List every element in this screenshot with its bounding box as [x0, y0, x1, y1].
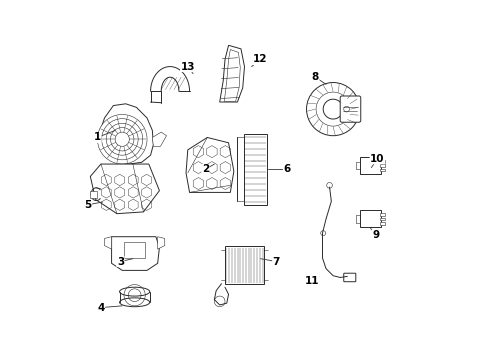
Polygon shape [185, 138, 233, 192]
FancyBboxPatch shape [343, 273, 355, 282]
FancyBboxPatch shape [380, 222, 384, 225]
Circle shape [102, 119, 142, 160]
Polygon shape [219, 45, 244, 102]
Circle shape [214, 296, 224, 307]
Polygon shape [90, 164, 159, 214]
Circle shape [106, 123, 138, 155]
Text: 12: 12 [253, 54, 267, 64]
Polygon shape [224, 50, 240, 101]
Text: 4: 4 [97, 303, 104, 312]
FancyBboxPatch shape [90, 191, 97, 198]
FancyBboxPatch shape [340, 96, 360, 122]
Polygon shape [152, 132, 166, 146]
Text: 13: 13 [180, 62, 195, 72]
Circle shape [323, 99, 343, 119]
Polygon shape [157, 237, 164, 249]
Polygon shape [111, 237, 159, 270]
FancyBboxPatch shape [224, 247, 264, 284]
FancyBboxPatch shape [243, 134, 266, 205]
Text: 11: 11 [304, 276, 319, 286]
Circle shape [115, 132, 129, 146]
Circle shape [97, 114, 147, 164]
Text: 9: 9 [371, 230, 378, 240]
FancyBboxPatch shape [380, 217, 384, 220]
Ellipse shape [119, 298, 149, 307]
Text: 8: 8 [311, 72, 318, 82]
Text: 7: 7 [272, 257, 280, 266]
Text: 5: 5 [84, 200, 91, 210]
Ellipse shape [119, 287, 149, 296]
Circle shape [315, 92, 349, 126]
Text: 1: 1 [94, 132, 101, 143]
FancyBboxPatch shape [359, 211, 380, 228]
FancyBboxPatch shape [380, 160, 384, 163]
FancyBboxPatch shape [380, 165, 384, 167]
Circle shape [110, 127, 134, 151]
Polygon shape [104, 237, 111, 249]
FancyBboxPatch shape [380, 213, 384, 216]
Text: 2: 2 [202, 165, 209, 174]
FancyBboxPatch shape [124, 242, 145, 258]
Circle shape [326, 183, 332, 188]
Circle shape [306, 82, 359, 136]
Polygon shape [99, 104, 153, 164]
Text: 3: 3 [117, 257, 124, 266]
Circle shape [320, 231, 325, 236]
FancyBboxPatch shape [359, 157, 380, 174]
Text: 10: 10 [369, 154, 384, 164]
Text: 6: 6 [283, 165, 290, 174]
FancyBboxPatch shape [380, 168, 384, 171]
